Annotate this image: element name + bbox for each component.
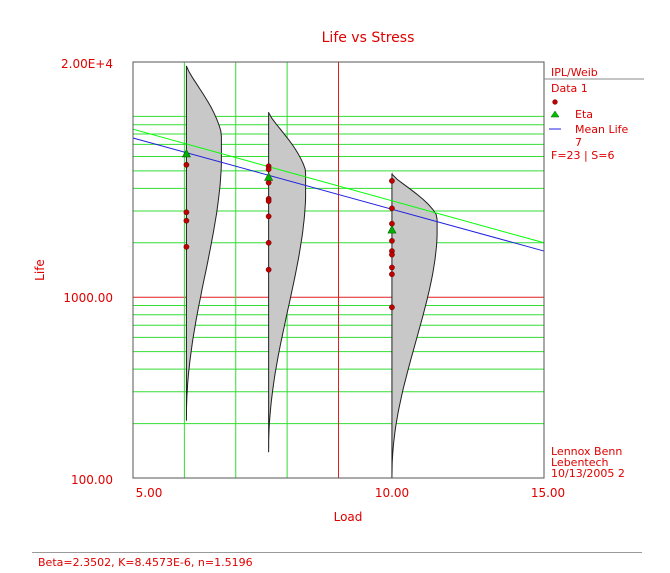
x-axis-label: Load	[334, 510, 363, 524]
eta-point	[387, 224, 397, 234]
y-tick-label: 100.00	[71, 473, 113, 487]
footer-divider	[32, 552, 642, 553]
life-distribution-pdf	[185, 65, 222, 422]
failure-point	[389, 205, 395, 212]
eta-line	[132, 128, 545, 244]
x-tick-label: 5.00	[136, 486, 163, 500]
failure-point	[183, 243, 190, 250]
info-user: Lennox Benn	[551, 445, 622, 458]
y-tick-label: 2.00E+4	[61, 57, 113, 71]
info-date: 10/13/2005 2	[551, 467, 625, 480]
x-tick-label: 10.00	[375, 486, 409, 500]
legend-eta-label: Eta	[575, 108, 593, 121]
legend-mean-life-label: Mean Life	[575, 123, 629, 136]
eta-point	[181, 148, 191, 158]
info-company: Lebentech	[551, 456, 609, 469]
legend-eta-marker	[550, 110, 560, 118]
chart-title: Life vs Stress	[322, 30, 415, 46]
failure-point	[389, 237, 395, 244]
eta-point	[264, 172, 274, 181]
failure-point	[265, 166, 272, 173]
failure-point	[265, 239, 272, 246]
life-distribution-pdf	[267, 111, 307, 453]
x-tick-label: 15.00	[531, 486, 565, 500]
failure-point	[265, 179, 272, 186]
failure-point	[183, 209, 190, 216]
failure-point	[183, 161, 190, 168]
failure-point	[265, 266, 272, 273]
fit-lines	[132, 128, 545, 252]
y-tick-label: 1000.00	[63, 291, 113, 305]
data-points	[181, 148, 397, 311]
failure-point	[183, 217, 190, 224]
legend-counts: F=23 | S=6	[551, 149, 614, 162]
y-axis-label: Life	[33, 259, 47, 281]
distributions	[185, 65, 438, 479]
failure-point	[389, 304, 395, 311]
failure-point	[389, 271, 395, 278]
legend-model: IPL/Weib	[551, 66, 598, 79]
legend: IPL/Weib Data 1 Eta Mean Life 7 F=23 | S…	[544, 66, 644, 480]
parameters-footer: Beta=2.3502, K=8.4573E-6, n=1.5196	[38, 556, 253, 569]
mean-life-line	[132, 137, 545, 252]
failure-point	[389, 251, 395, 258]
legend-extra-label: 7	[575, 136, 582, 149]
legend-dataset: Data 1	[551, 82, 588, 95]
failure-point	[389, 178, 395, 184]
failure-point	[265, 213, 272, 220]
failure-point	[389, 264, 395, 271]
plot-area-border	[132, 61, 545, 479]
legend-point-marker	[552, 99, 558, 105]
failure-point	[265, 198, 272, 204]
